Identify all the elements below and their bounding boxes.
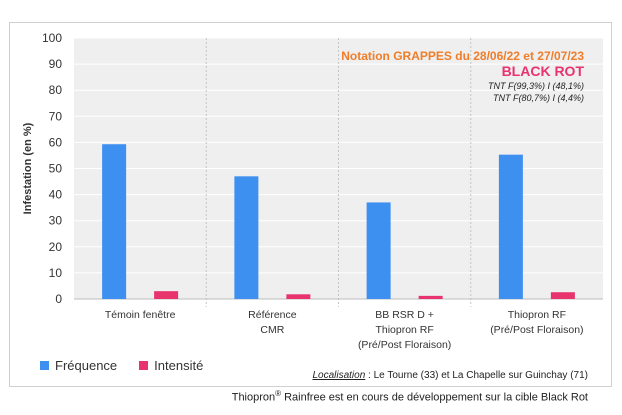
category-label: (Pré/Post Floraison) xyxy=(490,324,583,336)
category-label: CMR xyxy=(260,324,284,336)
category-label: Thiopron RF xyxy=(375,324,433,336)
bar-intensite xyxy=(550,292,575,299)
y-tick-label: 20 xyxy=(49,240,63,254)
bar-frequence xyxy=(102,144,127,299)
legend-swatch-intensite xyxy=(139,361,149,370)
legend-item-intensite: Intensité xyxy=(139,358,203,373)
legend-item-frequence: Fréquence xyxy=(40,358,117,373)
category-label: BB RSR D + xyxy=(375,309,434,321)
legend: Fréquence Intensité xyxy=(40,358,203,373)
y-tick-label: 10 xyxy=(49,266,63,280)
bar-frequence xyxy=(498,154,523,299)
category-label: Thiopron RF xyxy=(508,309,566,321)
target-annotation: BLACK ROT xyxy=(501,63,584,79)
category-label: Témoin fenêtre xyxy=(105,309,176,321)
y-tick-label: 0 xyxy=(55,292,62,306)
tnt-annotation-1: TNT F(99,3%) I (48,1%) xyxy=(487,81,584,91)
y-axis-label: Infestation (en %) xyxy=(22,122,34,214)
location-text: : Le Tourne (33) et La Chapelle sur Guin… xyxy=(365,370,588,381)
y-tick-label: 90 xyxy=(49,57,63,71)
location-label: Localisation xyxy=(312,370,366,381)
footnote-brand: Thiopron xyxy=(231,391,276,404)
y-tick-label: 50 xyxy=(49,162,63,176)
y-tick-label: 80 xyxy=(49,83,63,97)
y-tick-label: 70 xyxy=(49,109,63,123)
y-tick-label: 60 xyxy=(49,135,63,149)
bar-intensite xyxy=(154,291,179,299)
y-tick-label: 40 xyxy=(49,188,63,202)
bar-intensite xyxy=(418,295,443,299)
bar-intensite xyxy=(286,294,311,299)
location-note: Localisation : Le Tourne (33) et La Chap… xyxy=(312,370,588,381)
y-tick-label: 30 xyxy=(49,214,63,228)
category-label: (Pré/Post Floraison) xyxy=(358,339,451,351)
legend-label-frequence: Fréquence xyxy=(55,358,118,373)
y-tick-label: 100 xyxy=(42,31,62,45)
footnote-mark: ® xyxy=(275,389,282,398)
notation-annotation: Notation GRAPPES du 28/06/22 et 27/07/23 xyxy=(341,49,584,63)
footnote-text: Rainfree est en cours de développement s… xyxy=(281,391,588,404)
bar-frequence xyxy=(366,202,391,299)
legend-swatch-frequence xyxy=(40,361,49,370)
category-label: Référence xyxy=(248,309,297,321)
bar-frequence xyxy=(234,176,259,299)
tnt-annotation-2: TNT F(80,7%) I (4,4%) xyxy=(492,93,584,103)
footnote: Thiopron® Rainfree est en cours de dével… xyxy=(232,389,588,404)
legend-label-intensite: Intensité xyxy=(154,358,204,373)
